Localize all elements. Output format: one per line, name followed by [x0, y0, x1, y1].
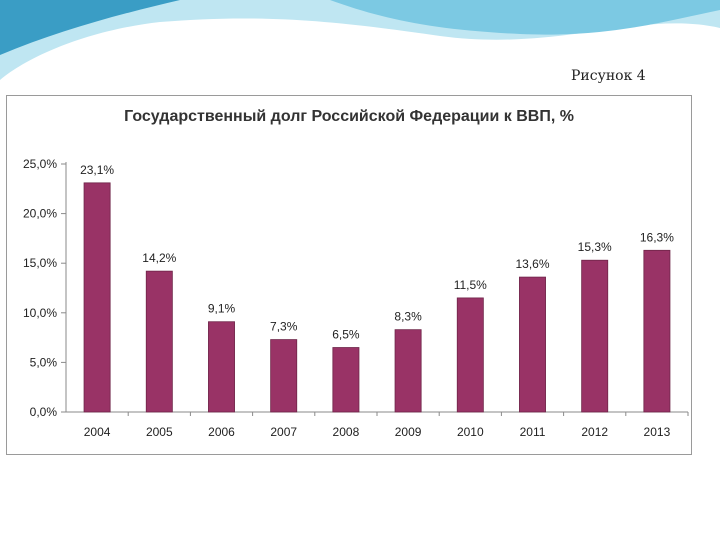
header-wave-dark	[0, 0, 180, 55]
y-tick-label: 15,0%	[23, 256, 57, 270]
x-tick-label: 2005	[146, 425, 173, 439]
data-label: 8,3%	[394, 310, 422, 324]
y-tick-label: 10,0%	[23, 306, 57, 320]
y-tick-label: 5,0%	[30, 355, 58, 369]
y-tick-label: 20,0%	[23, 207, 57, 221]
data-label: 6,5%	[332, 328, 360, 342]
data-label: 23,1%	[80, 163, 114, 177]
x-tick-label: 2004	[84, 425, 111, 439]
data-label: 15,3%	[578, 240, 612, 254]
data-label: 14,2%	[142, 251, 176, 265]
y-tick-label: 25,0%	[23, 157, 57, 171]
bar	[643, 249, 671, 413]
bar	[145, 270, 173, 413]
data-label: 7,3%	[270, 320, 298, 334]
figure-label: Рисунок 4	[571, 68, 646, 84]
bar	[208, 321, 235, 413]
header-wave-mid	[330, 0, 720, 35]
bar-chart: 0,0% 5,0% 10,0% 15,0% 20,0% 25,0% 23,1% 2004 14,…	[23, 157, 689, 439]
bar	[581, 259, 609, 413]
x-tick-label: 2010	[457, 425, 484, 439]
data-label: 16,3%	[640, 230, 674, 244]
x-tick-label: 2008	[333, 425, 360, 439]
bar	[394, 329, 422, 413]
bar	[519, 276, 546, 413]
data-label: 9,1%	[208, 302, 236, 316]
x-tick-label: 2012	[581, 425, 608, 439]
bar	[456, 297, 484, 413]
bar	[270, 339, 298, 413]
x-tick-label: 2009	[395, 425, 422, 439]
x-tick-label: 2011	[520, 425, 546, 439]
x-tick-label: 2006	[208, 425, 235, 439]
bar	[332, 347, 360, 413]
y-tick-label: 0,0%	[30, 405, 58, 419]
x-tick-label: 2013	[644, 425, 671, 439]
chart-frame: Государственный долг Российской Федераци…	[6, 95, 692, 455]
x-tick-label: 2007	[270, 425, 297, 439]
data-label: 11,5%	[454, 278, 487, 292]
header-wave-decoration	[0, 0, 720, 80]
data-label: 13,6%	[515, 257, 549, 271]
bar	[83, 182, 111, 413]
chart-title: Государственный долг Российской Федераци…	[124, 108, 574, 125]
